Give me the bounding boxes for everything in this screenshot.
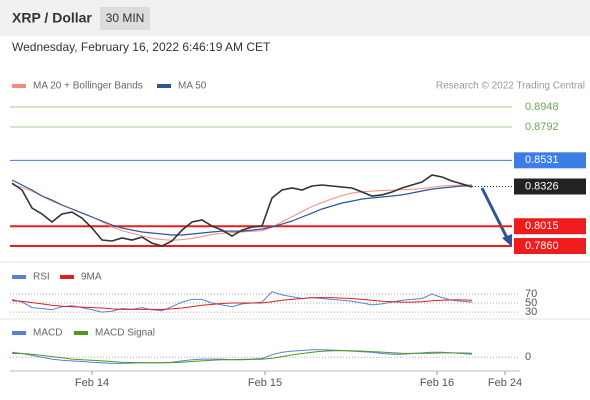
- level-label: 0.8531: [525, 154, 559, 166]
- x-tick-label: Feb 24: [488, 377, 522, 389]
- y-tick-label: 70: [525, 288, 537, 300]
- level-label: 0.8792: [525, 121, 559, 133]
- timestamp: Wednesday, February 16, 2022 6:46:19 AM …: [12, 40, 271, 54]
- level-tag: [514, 238, 586, 255]
- timeframe-badge[interactable]: [100, 7, 150, 30]
- x-tick-label: Feb 16: [420, 377, 454, 389]
- legend-label: MA 50: [178, 81, 207, 92]
- source: Research © 2022 Trading Central: [436, 81, 585, 92]
- level-tag: [514, 152, 586, 169]
- series-line: [11, 349, 473, 364]
- legend-swatch: [12, 275, 26, 279]
- x-tick-label: Feb 14: [75, 377, 109, 389]
- legend-swatch: [60, 275, 74, 279]
- instrument-title: XRP / Dollar: [12, 10, 92, 26]
- legend-label: MA 20 + Bollinger Bands: [33, 81, 143, 92]
- y-tick-label: 50: [525, 297, 537, 309]
- header-bar: [0, 0, 590, 36]
- level-label: 0.8015: [525, 220, 559, 232]
- level-label: 0.7860: [525, 240, 559, 252]
- level-label: 0.8326: [525, 180, 559, 192]
- forecast-arrow: [480, 187, 510, 241]
- timeframe-label[interactable]: 30 MIN: [106, 11, 145, 25]
- forecast-arrowhead: [502, 234, 512, 247]
- series-line: [11, 174, 473, 247]
- series-line: [12, 350, 473, 364]
- level-label: 0.8948: [525, 101, 559, 113]
- series-line: [11, 297, 473, 310]
- legend-swatch: [157, 84, 171, 88]
- legend-swatch: [12, 84, 26, 88]
- legend-label: RSI: [33, 272, 50, 283]
- legend-label: MACD: [33, 328, 62, 339]
- x-tick-label: Feb 15: [248, 377, 282, 389]
- level-tag: [514, 218, 586, 235]
- y-tick-label: 0: [525, 351, 531, 363]
- legend-label: MACD Signal: [95, 328, 155, 339]
- legend-label: 9MA: [81, 272, 102, 283]
- level-tag: [514, 178, 586, 195]
- series-line: [11, 179, 472, 236]
- y-tick-label: 30: [525, 306, 537, 318]
- legend-swatch: [74, 331, 88, 335]
- legend-swatch: [12, 331, 26, 335]
